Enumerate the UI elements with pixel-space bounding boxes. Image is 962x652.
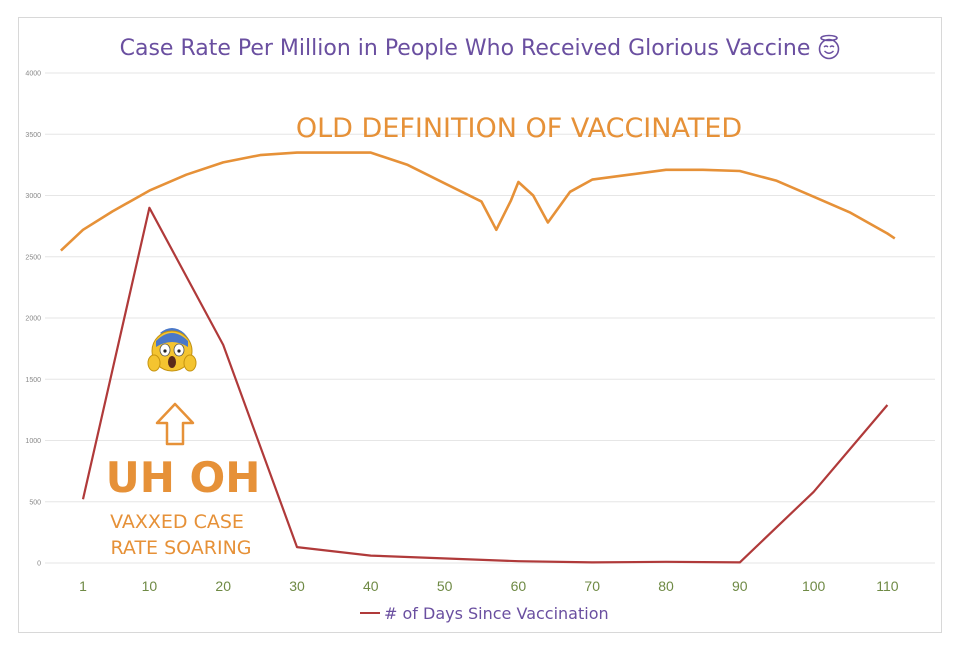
halo-smiley-icon (819, 34, 840, 60)
face-screaming-in-fear-icon (147, 328, 197, 372)
y-tick-label: 3000 (25, 193, 41, 200)
y-tick-label: 4000 (25, 71, 41, 78)
up-arrow-outline-icon (155, 402, 195, 446)
x-tick-label: 1 (79, 578, 87, 594)
x-tick-label: 30 (289, 578, 305, 594)
x-axis-ticks: 1 10 20 30 40 50 60 70 80 90 100 110 (79, 578, 899, 594)
x-tick-label: 10 (142, 578, 158, 594)
y-tick-label: 2500 (25, 254, 41, 261)
annotation-soaring-line1: VAXXED CASE (110, 511, 244, 533)
legend-label: # of Days Since Vaccination (384, 604, 609, 623)
y-tick-label: 500 (29, 499, 41, 506)
y-tick-label: 3500 (25, 132, 41, 139)
annotation-old-definition: OLD DEFINITION OF VACCINATED (296, 113, 742, 144)
y-tick-label: 1000 (25, 438, 41, 445)
y-tick-label: 2000 (25, 316, 41, 323)
annotation-soaring-line2: RATE SOARING (110, 537, 251, 559)
series-line-case-rate (81, 206, 889, 564)
y-axis-ticks: 0 500 1000 1500 2000 2500 3000 3500 4000 (25, 71, 41, 568)
x-tick-label: 40 (363, 578, 379, 594)
y-tick-label: 1500 (25, 377, 41, 384)
chart-legend: # of Days Since Vaccination (360, 604, 609, 623)
x-tick-label: 20 (215, 578, 231, 594)
x-tick-label: 70 (584, 578, 600, 594)
x-tick-label: 90 (732, 578, 748, 594)
x-tick-label: 80 (658, 578, 674, 594)
annotation-uh-oh: UH OH (106, 453, 261, 502)
x-tick-label: 60 (511, 578, 527, 594)
grid-lines (45, 72, 935, 564)
y-tick-label: 0 (37, 561, 41, 568)
x-tick-label: 100 (802, 578, 826, 594)
chart-title: Case Rate Per Million in People Who Rece… (0, 34, 962, 61)
chart-title-text: Case Rate Per Million in People Who Rece… (119, 36, 811, 61)
chart-frame (18, 17, 942, 633)
series-lines (60, 151, 896, 564)
x-tick-label: 110 (876, 578, 899, 594)
series-line-old-definition (60, 151, 896, 252)
legend-swatch (360, 612, 380, 614)
x-tick-label: 50 (437, 578, 453, 594)
